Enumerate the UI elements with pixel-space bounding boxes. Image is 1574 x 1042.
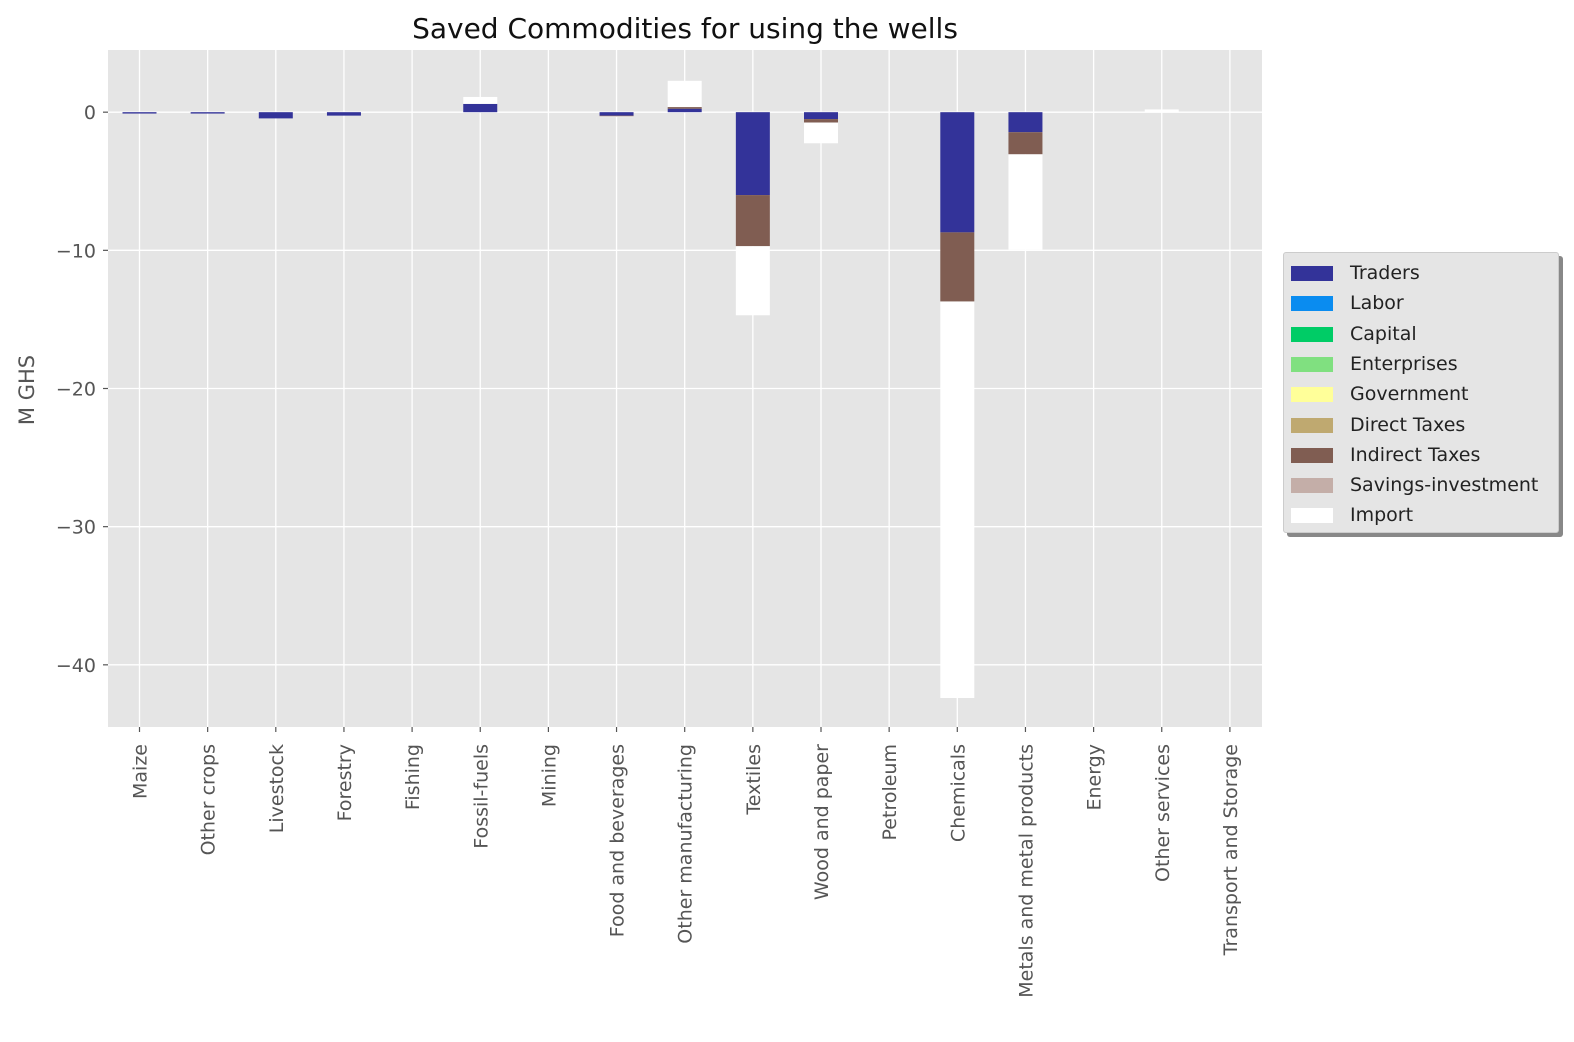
x-tick-label: Maize <box>130 744 152 799</box>
x-tick-label: Mining <box>538 744 560 807</box>
bar-segment <box>190 112 225 114</box>
y-tick-label: −30 <box>56 517 96 539</box>
legend-swatch <box>1291 478 1333 494</box>
legend-item: Enterprises <box>1284 350 1554 380</box>
legend-item: Capital <box>1284 320 1554 350</box>
grid-lines <box>108 50 1262 727</box>
legend-item: Labor <box>1284 289 1554 319</box>
bar-segment <box>940 301 975 698</box>
bar-segment <box>599 112 634 116</box>
legend-label: Traders <box>1350 262 1420 284</box>
legend-label: Enterprises <box>1350 352 1458 375</box>
x-tick-label: Fishing <box>402 744 424 810</box>
legend-item: Indirect Taxes <box>1284 441 1554 471</box>
legend-label: Direct Taxes <box>1350 413 1466 436</box>
legend-swatch <box>1291 296 1333 312</box>
x-tick-label: Livestock <box>266 744 288 833</box>
legend-label: Indirect Taxes <box>1350 443 1481 466</box>
bar-segment <box>804 122 838 144</box>
x-tick-label: Chemicals <box>947 744 969 842</box>
x-tick-label: Textiles <box>743 744 765 816</box>
legend-item: Traders <box>1284 259 1554 289</box>
bar-segment <box>258 112 293 119</box>
bar-segment <box>940 232 975 302</box>
bar-segment <box>667 107 702 109</box>
x-tick-label: Transport and Storage <box>1220 744 1242 956</box>
x-tick-label: Metals and metal products <box>1015 744 1037 998</box>
y-tick-label: 0 <box>84 102 96 124</box>
chart-title: Saved Commodities for using the wells <box>412 12 958 45</box>
bar-segment <box>735 112 770 196</box>
bar-segment <box>735 195 770 247</box>
legend-swatch <box>1291 447 1333 463</box>
bar-segment <box>1008 154 1043 250</box>
bar-segment <box>599 115 634 117</box>
x-tick-label: Other crops <box>198 744 220 855</box>
x-tick-label: Wood and paper <box>811 744 833 900</box>
bar-segment <box>122 112 157 114</box>
y-tick-label: −10 <box>56 240 96 262</box>
x-tick-label: Petroleum <box>879 744 901 840</box>
bar-segment <box>463 96 498 104</box>
legend-item: Direct Taxes <box>1284 411 1554 441</box>
legend-swatch <box>1291 417 1333 433</box>
legend-label: Import <box>1350 504 1414 527</box>
bar-segment <box>1008 132 1043 155</box>
y-axis-label: M GHS <box>15 355 39 425</box>
bar-segment <box>1144 109 1179 113</box>
bar-segment <box>1008 112 1043 133</box>
legend-swatch <box>1291 508 1333 524</box>
legend-item: Import <box>1284 501 1554 531</box>
legend-item: Savings-investment <box>1284 471 1554 501</box>
x-tick-label: Other services <box>1152 744 1174 882</box>
x-tick-label: Forestry <box>334 744 356 821</box>
legend-swatch <box>1291 266 1333 281</box>
bars <box>122 80 1179 698</box>
legend-label: Capital <box>1350 322 1417 345</box>
bar-segment <box>667 80 702 108</box>
legend-item: Government <box>1284 380 1554 410</box>
legend-label: Labor <box>1350 292 1404 315</box>
legend-swatch <box>1291 326 1333 342</box>
bar-segment <box>326 112 361 116</box>
bar-segment <box>667 108 702 113</box>
x-tick-label: Food and beverages <box>607 744 629 937</box>
legend-swatch <box>1291 356 1333 372</box>
bar-segment <box>804 112 838 120</box>
legend-swatch <box>1291 387 1333 403</box>
x-tick-label: Energy <box>1084 744 1106 811</box>
x-axis-ticks: Maize Other crops Livestock Forestry Fishing… <box>130 727 1242 998</box>
y-axis-ticks: 0 −10 −20 −30 −40 <box>56 102 108 677</box>
bar-segment <box>599 116 634 118</box>
y-tick-label: −20 <box>56 379 96 401</box>
bar-segment <box>735 246 770 316</box>
legend: Traders Labor Capital Enterprises Government… <box>1283 252 1559 533</box>
y-tick-label: −40 <box>56 655 96 677</box>
x-tick-label: Fossil-fuels <box>470 744 492 849</box>
legend-label: Savings-investment <box>1350 474 1539 497</box>
bar-segment <box>804 119 838 123</box>
x-tick-label: Other manufacturing <box>675 744 697 944</box>
bar-segment <box>463 103 498 113</box>
bar-segment <box>940 112 975 233</box>
legend-label: Government <box>1350 383 1469 406</box>
